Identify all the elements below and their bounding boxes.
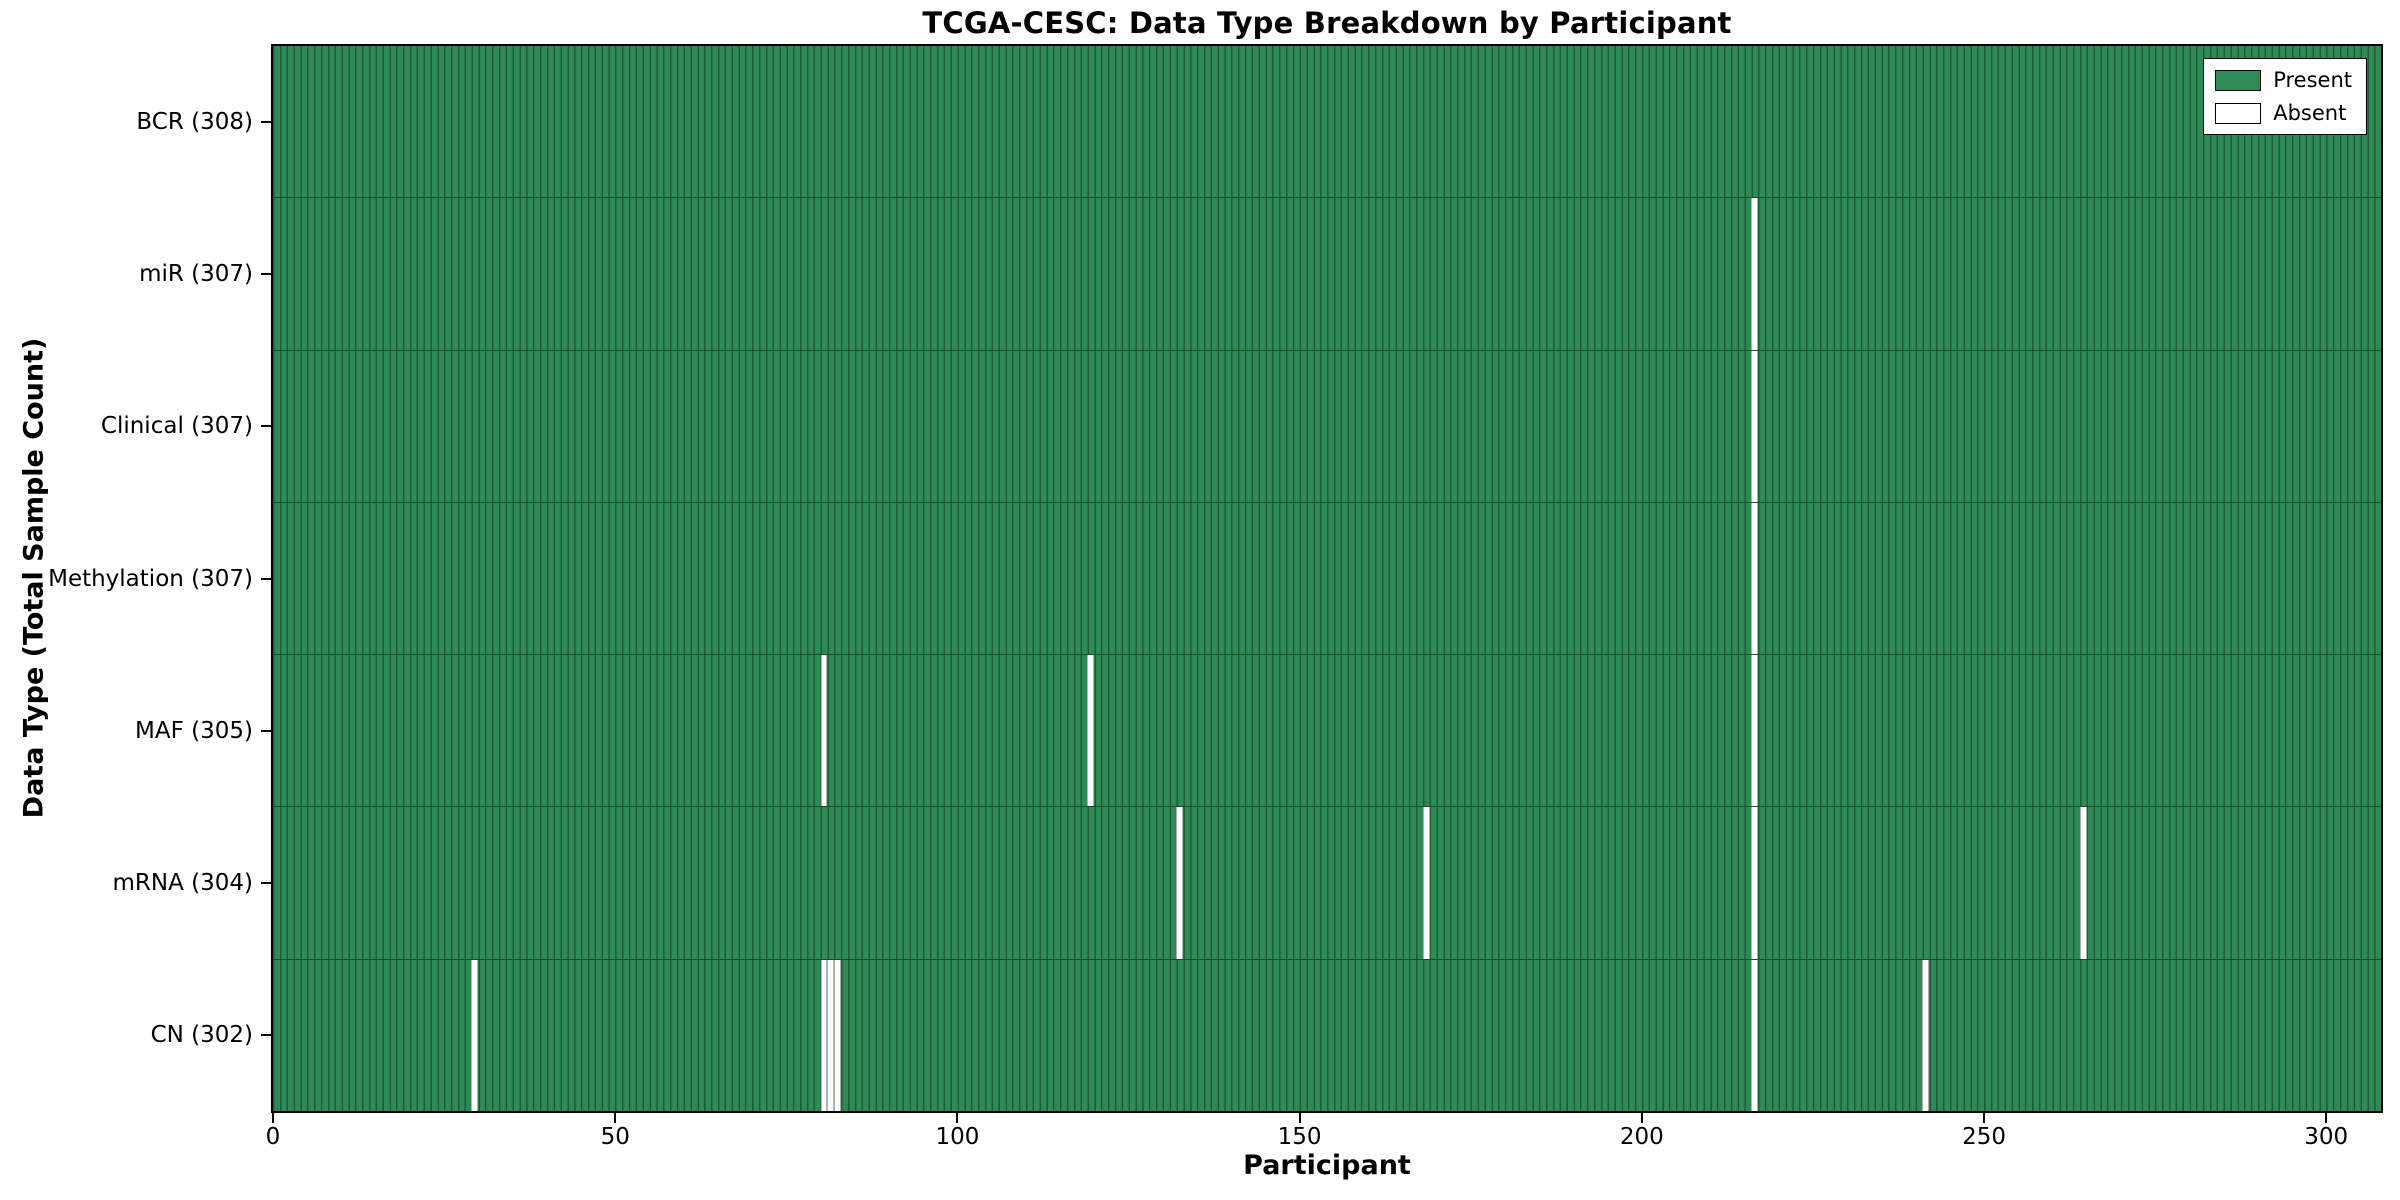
x-tick-label: 0 [265,1124,281,1150]
absent-gap [471,959,479,1111]
absent-gap [827,959,835,1111]
y-tick-label: Methylation (307) [48,565,253,592]
x-tick-mark [1983,1113,1986,1123]
x-tick-mark [1298,1113,1301,1123]
y-tick-label: BCR (308) [136,109,253,136]
legend-label-present: Present [2273,68,2352,92]
y-tick-mark [261,881,271,884]
absent-gap [1751,198,1759,350]
y-tick-mark [261,273,271,276]
x-tick-label: 100 [935,1124,980,1150]
row-mir [273,197,2381,350]
y-tick-mark [261,729,271,732]
absent-gap [1751,502,1759,655]
absent-gap [1922,959,1930,1111]
absent-gap [834,959,842,1111]
x-tick-mark [956,1113,959,1123]
plot-area: Present Absent [271,44,2383,1113]
row-methylation [273,501,2381,655]
x-tick-mark [614,1113,617,1123]
legend-swatch-present [2215,69,2262,91]
row-maf [273,654,2381,807]
row-clinical [273,349,2381,502]
absent-gap [820,655,828,807]
absent-gap [1751,655,1759,807]
absent-gap [820,959,828,1111]
absent-gap [2079,807,2087,959]
absent-gap [1751,959,1759,1111]
row-mrna [273,806,2381,959]
row-cn [273,958,2381,1111]
y-tick-mark [261,425,271,428]
absent-gap [1087,655,1095,807]
y-tick-label: miR (307) [139,261,253,288]
x-tick-label: 150 [1277,1124,1322,1150]
x-tick-mark [1640,1113,1643,1123]
absent-gap [1176,807,1184,959]
absent-gap [1751,807,1759,959]
y-tick-mark [261,121,271,124]
x-tick-mark [2325,1113,2328,1123]
y-tick-label: mRNA (304) [112,869,253,896]
y-tick-mark [261,577,271,580]
x-tick-label: 50 [600,1124,630,1150]
x-tick-label: 200 [1619,1124,1664,1150]
chart-title: TCGA-CESC: Data Type Breakdown by Partic… [922,6,1732,40]
x-tick-label: 300 [2304,1124,2349,1150]
legend-entry-absent: Absent [2215,101,2352,125]
x-tick-label: 250 [1962,1124,2006,1150]
y-tick-label: Clinical (307) [100,413,253,440]
legend: Present Absent [2203,58,2367,135]
y-tick-label: CN (302) [150,1021,253,1048]
legend-entry-present: Present [2215,68,2352,92]
row-bcr [273,46,2381,198]
x-tick-mark [272,1113,274,1123]
x-axis-label: Participant [1243,1150,1411,1181]
legend-swatch-absent [2215,102,2262,124]
legend-label-absent: Absent [2273,101,2347,125]
y-tick-mark [261,1033,271,1036]
absent-gap [1751,350,1759,502]
y-tick-label: MAF (305) [135,717,253,744]
absent-gap [1422,807,1430,959]
